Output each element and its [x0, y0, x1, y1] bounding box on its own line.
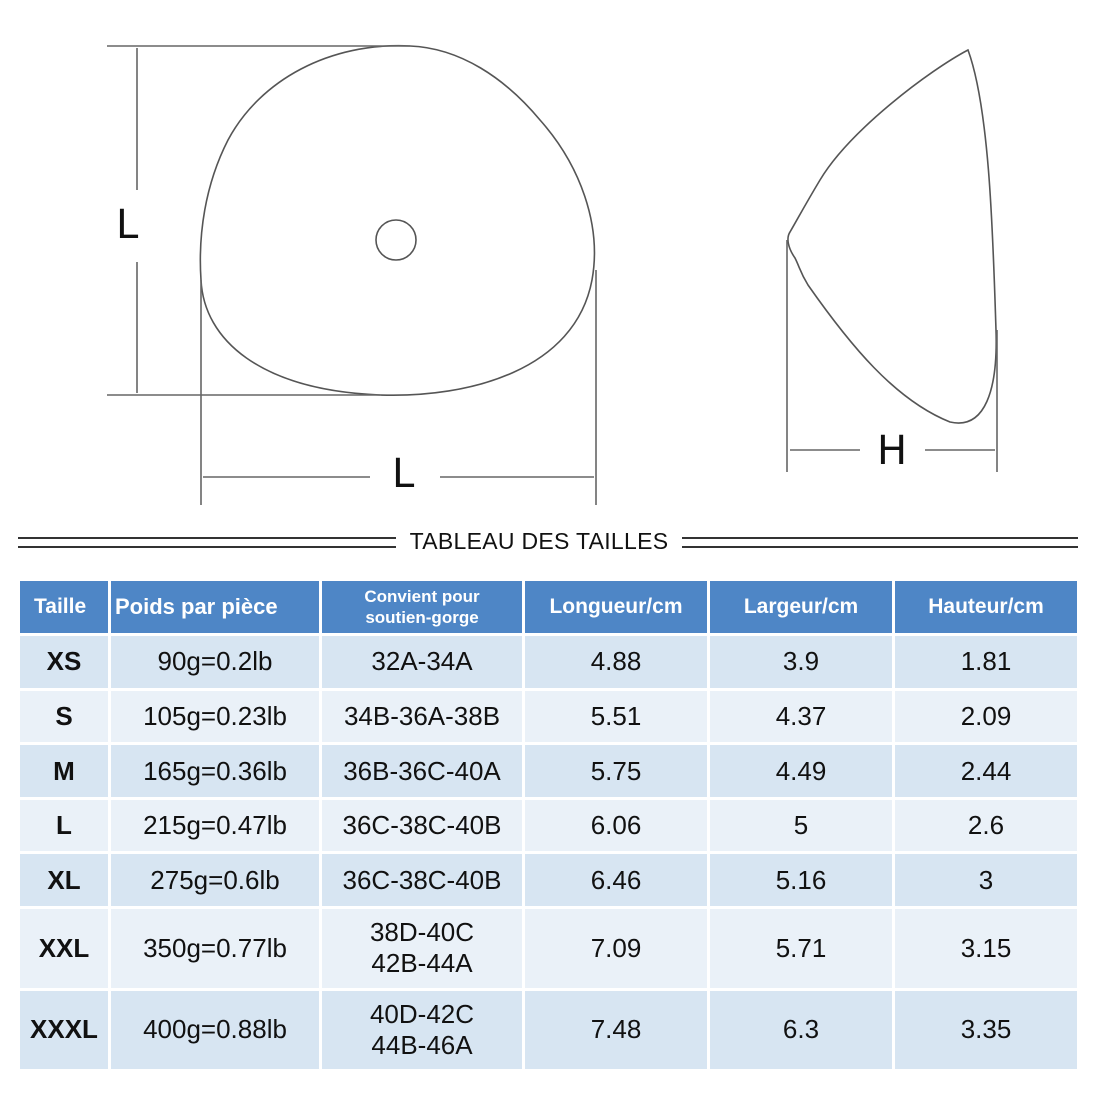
front-dimension-lines	[107, 45, 597, 505]
cell-width: 4.49	[710, 745, 892, 797]
header-size: Taille	[20, 581, 108, 633]
cell-size: S	[20, 690, 108, 743]
front-height-label: L	[116, 202, 139, 248]
size-chart-title-text: TABLEAU DES TAILLES	[409, 528, 669, 554]
cell-bra-fit: 34B-36A-38B	[322, 690, 522, 743]
cell-width: 5.71	[710, 909, 892, 988]
cell-height: 1.81	[895, 636, 1077, 688]
cell-width: 5.16	[710, 854, 892, 907]
table-row: XL 275g=0.6lb 36C-38C-40B 6.46 5.16 3	[20, 854, 1077, 907]
cell-bra-fit: 36B-36C-40A	[322, 745, 522, 797]
cell-height: 3	[895, 854, 1077, 907]
cell-bra-fit: 36C-38C-40B	[322, 799, 522, 852]
table-header-row: Taille Poids par pièce Convient pour sou…	[20, 581, 1077, 633]
side-dimension-lines	[786, 240, 998, 472]
front-width-label: L	[392, 451, 415, 497]
bra-fit-line: 44B-46A	[371, 1029, 473, 1060]
bra-fit-line: 40D-42C	[369, 998, 475, 1029]
cell-size: XS	[20, 636, 108, 688]
cell-height: 3.15	[895, 909, 1077, 988]
cell-width: 5	[710, 799, 892, 852]
cell-bra-fit: 38D-40C 42B-44A	[322, 909, 522, 988]
cell-size: XXL	[20, 909, 108, 988]
table-row: M 165g=0.36lb 36B-36C-40A 5.75 4.49 2.44	[20, 745, 1077, 797]
size-chart-title: TABLEAU DES TAILLES	[0, 526, 1100, 556]
table-row: XS 90g=0.2lb 32A-34A 4.88 3.9 1.81	[20, 636, 1077, 688]
product-dimension-diagram: L L H	[107, 44, 998, 505]
cell-bra-fit: 36C-38C-40B	[322, 854, 522, 907]
table-row: XXL 350g=0.77lb 38D-40C 42B-44A 7.09 5.7…	[20, 909, 1077, 988]
header-bra-fit-line1: Convient pour	[364, 587, 480, 606]
cell-width: 6.3	[710, 990, 892, 1069]
side-height-label: H	[877, 428, 907, 474]
cell-weight: 105g=0.23lb	[111, 690, 319, 743]
cell-width: 3.9	[710, 636, 892, 688]
cell-weight: 350g=0.77lb	[111, 909, 319, 988]
title-rule-left	[18, 537, 396, 548]
cell-height: 2.6	[895, 799, 1077, 852]
bra-fit-line: 38D-40C	[369, 917, 475, 948]
table-row: S 105g=0.23lb 34B-36A-38B 5.51 4.37 2.09	[20, 690, 1077, 743]
header-weight: Poids par pièce	[111, 581, 319, 633]
cell-bra-fit: 40D-42C 44B-46A	[322, 990, 522, 1069]
cell-width: 4.37	[710, 690, 892, 743]
cell-size: L	[20, 799, 108, 852]
cell-weight: 90g=0.2lb	[111, 636, 319, 688]
cell-height: 2.44	[895, 745, 1077, 797]
table-row: L 215g=0.47lb 36C-38C-40B 6.06 5 2.6	[20, 799, 1077, 852]
size-table: Taille Poids par pièce Convient pour sou…	[17, 578, 1080, 1072]
cell-size: XXXL	[20, 990, 108, 1069]
bra-fit-line: 32A-34A	[371, 646, 473, 677]
cell-size: XL	[20, 854, 108, 907]
cell-weight: 215g=0.47lb	[111, 799, 319, 852]
side-view-outline	[787, 48, 997, 424]
bra-fit-line: 36B-36C-40A	[343, 755, 501, 786]
bra-fit-line: 36C-38C-40B	[342, 810, 502, 841]
cell-length: 5.51	[525, 690, 707, 743]
cell-weight: 165g=0.36lb	[111, 745, 319, 797]
cell-length: 7.09	[525, 909, 707, 988]
table-row: XXXL 400g=0.88lb 40D-42C 44B-46A 7.48 6.…	[20, 990, 1077, 1069]
header-bra-fit: Convient pour soutien-gorge	[322, 581, 522, 633]
cell-length: 4.88	[525, 636, 707, 688]
cell-bra-fit: 32A-34A	[322, 636, 522, 688]
center-circle	[375, 219, 417, 261]
cell-length: 5.75	[525, 745, 707, 797]
cell-height: 3.35	[895, 990, 1077, 1069]
cell-length: 6.06	[525, 799, 707, 852]
cell-weight: 275g=0.6lb	[111, 854, 319, 907]
header-length: Longueur/cm	[525, 581, 707, 633]
bra-fit-line: 36C-38C-40B	[342, 864, 502, 895]
cell-height: 2.09	[895, 690, 1077, 743]
cell-length: 7.48	[525, 990, 707, 1069]
header-height: Hauteur/cm	[895, 581, 1077, 633]
header-width: Largeur/cm	[710, 581, 892, 633]
bra-fit-line: 42B-44A	[371, 948, 473, 979]
header-bra-fit-line2: soutien-gorge	[365, 608, 479, 627]
cell-weight: 400g=0.88lb	[111, 990, 319, 1069]
front-view-outline	[199, 44, 596, 397]
cell-size: M	[20, 745, 108, 797]
title-rule-right	[682, 537, 1078, 548]
cell-length: 6.46	[525, 854, 707, 907]
bra-fit-line: 34B-36A-38B	[343, 700, 501, 731]
